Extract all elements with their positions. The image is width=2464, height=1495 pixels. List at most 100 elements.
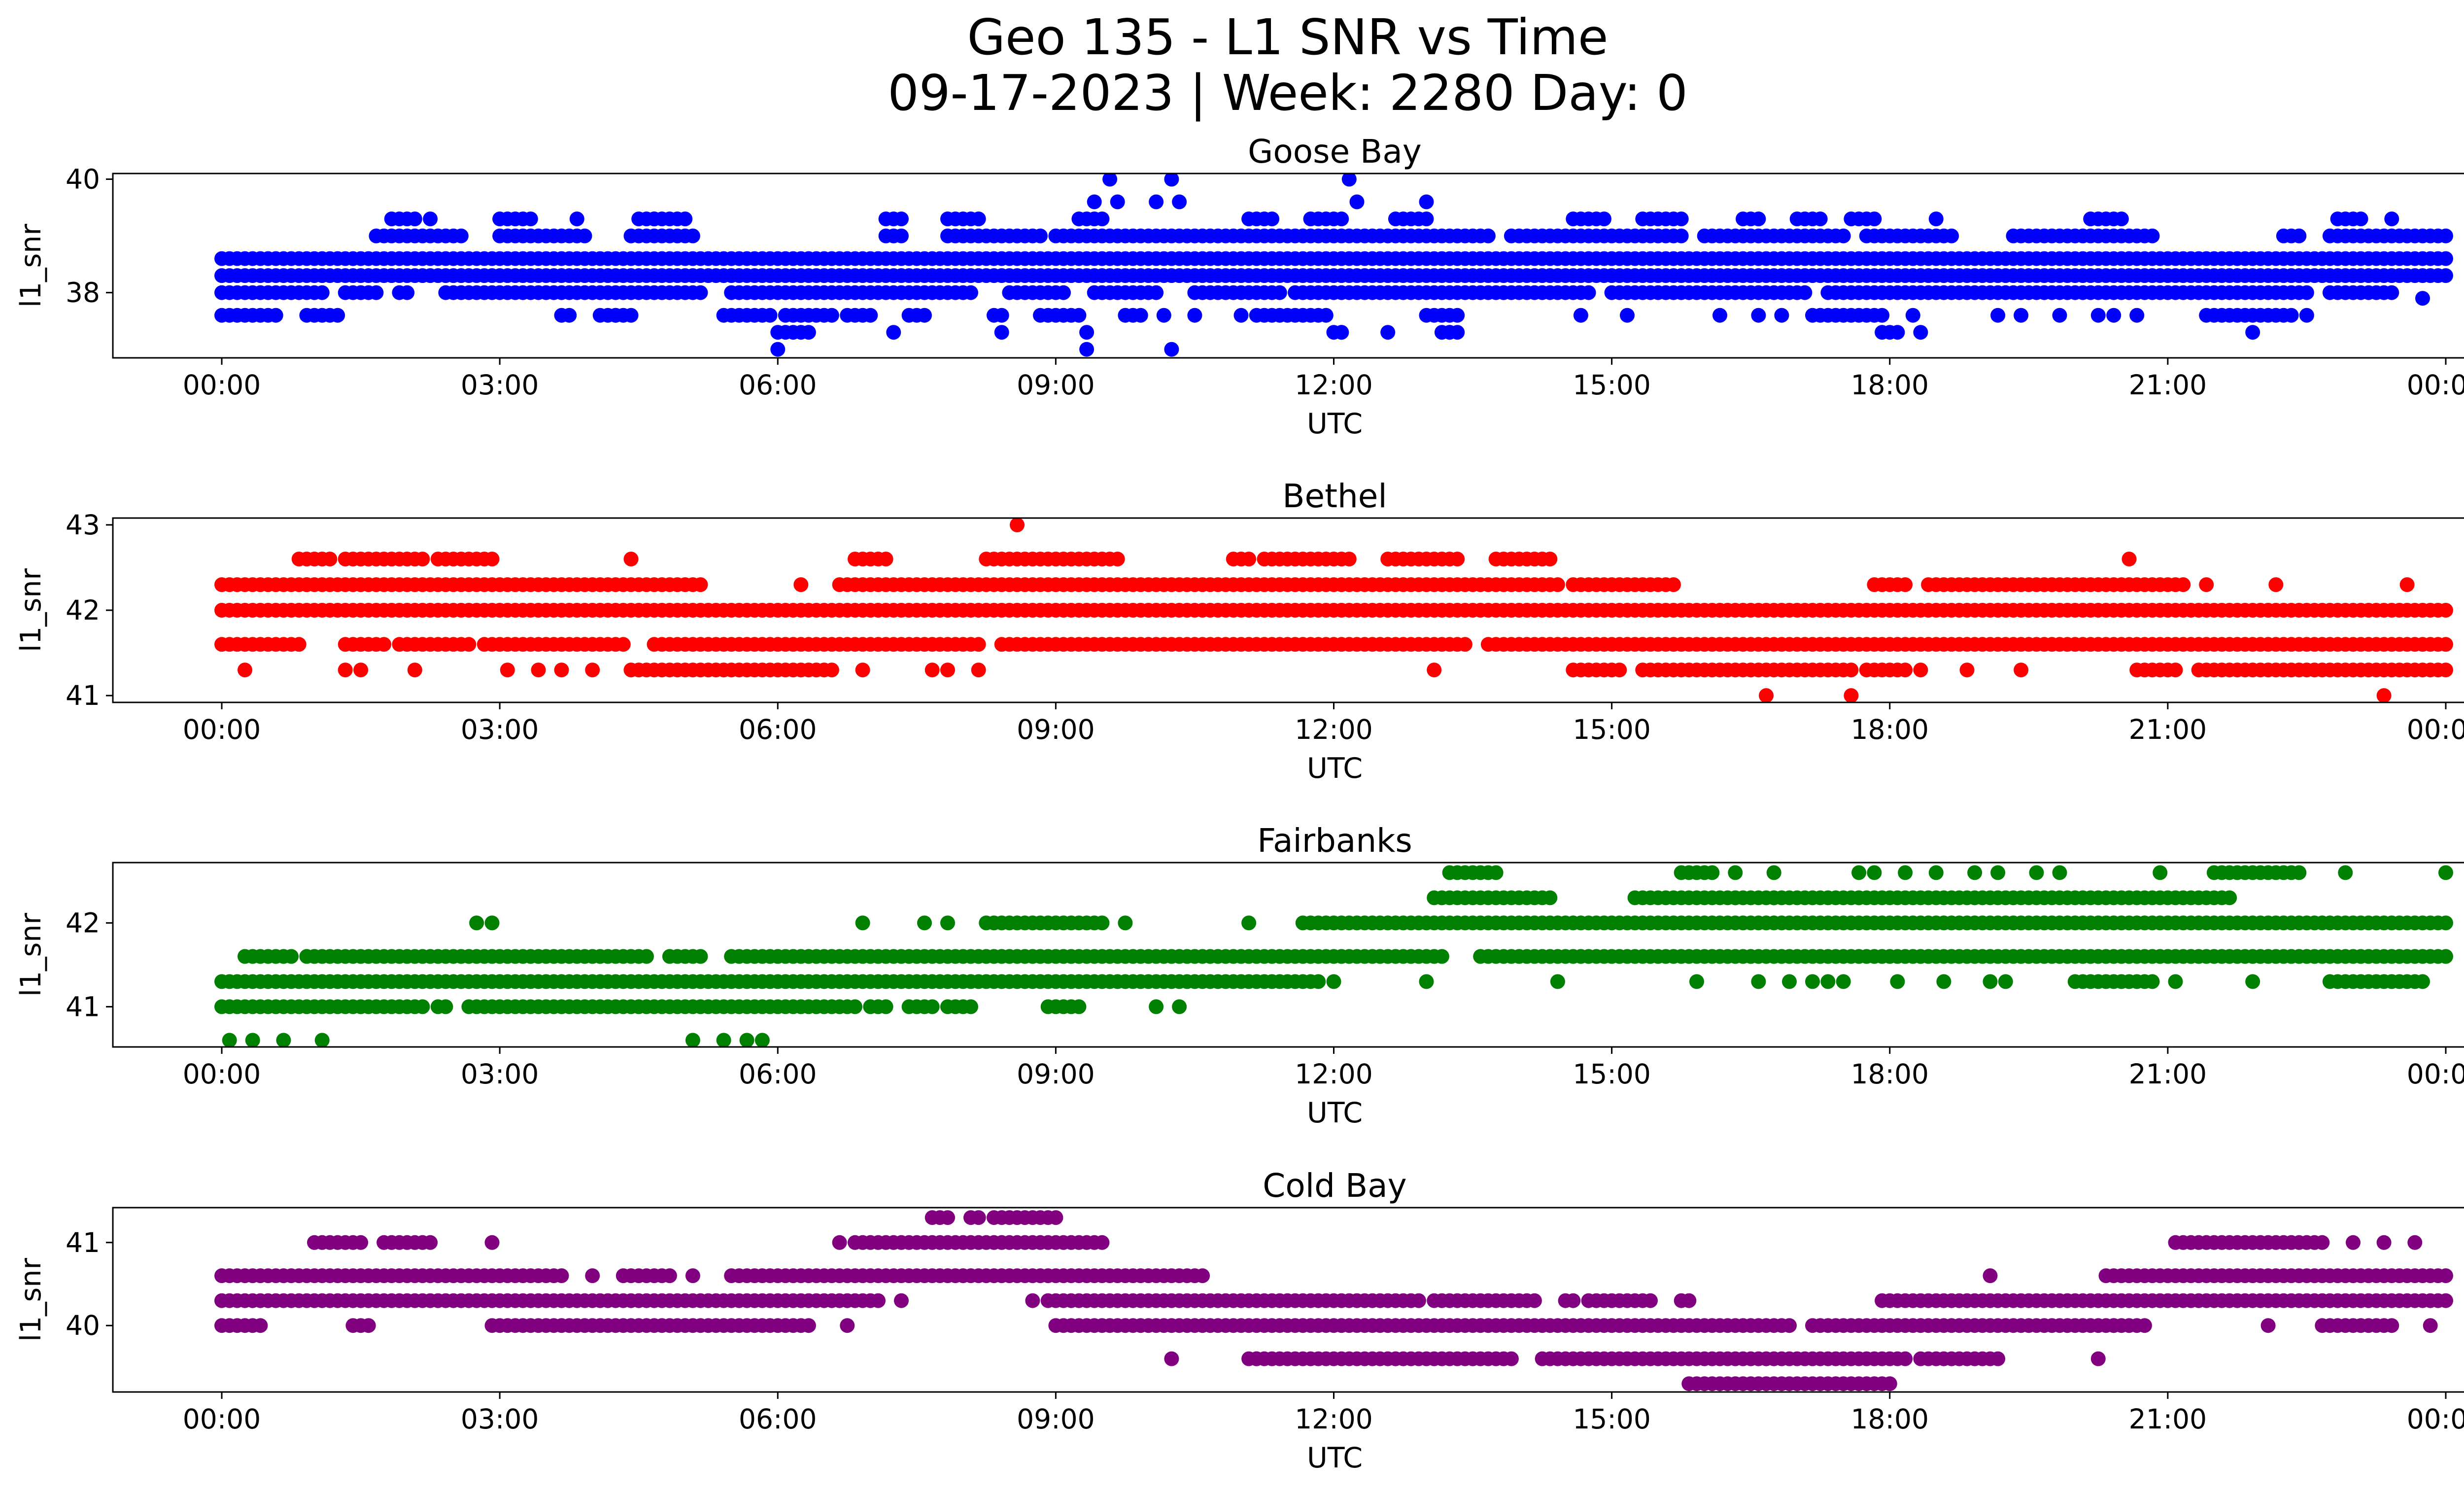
x-tick-label: 21:00 <box>2129 1403 2207 1435</box>
x-tick-label: 06:00 <box>739 1058 817 1090</box>
y-tick-label: 43 <box>66 509 100 541</box>
data-point <box>1241 915 1257 931</box>
data-point <box>1133 308 1148 323</box>
data-point <box>1774 308 1789 323</box>
data-point <box>2014 308 2029 323</box>
data-point <box>245 1033 260 1047</box>
data-point <box>1705 865 1720 880</box>
data-point <box>1898 662 1913 678</box>
data-point <box>762 308 778 323</box>
data-point <box>238 662 252 678</box>
data-point <box>361 1318 376 1333</box>
data-point <box>801 1318 816 1333</box>
data-point <box>2292 865 2307 880</box>
data-point <box>2423 1318 2438 1333</box>
x-tick-label: 09:00 <box>1017 1058 1095 1090</box>
data-point <box>2384 285 2399 300</box>
data-point <box>1434 949 1449 964</box>
data-point <box>1149 999 1164 1014</box>
data-point <box>1913 325 1928 340</box>
scatter-series <box>214 865 2453 1047</box>
data-point <box>685 1033 700 1047</box>
data-point <box>1882 1376 1897 1391</box>
data-point <box>2315 1235 2330 1250</box>
data-point <box>1419 194 1434 209</box>
data-point <box>894 228 909 243</box>
data-point <box>1071 999 1087 1014</box>
data-point <box>1480 228 1496 243</box>
data-point <box>1890 974 1905 989</box>
data-point <box>1110 552 1125 567</box>
x-axis-label: UTC <box>1307 1097 1363 1129</box>
data-point <box>1380 325 1396 340</box>
data-point <box>1967 865 1983 880</box>
data-point <box>1334 325 1349 340</box>
data-point <box>1959 662 1975 678</box>
data-point <box>623 308 639 323</box>
data-point <box>878 552 893 567</box>
data-point <box>2438 1268 2453 1284</box>
y-tick-label: 41 <box>66 991 100 1022</box>
data-point <box>554 662 569 678</box>
data-point <box>1905 308 1920 323</box>
data-point <box>1087 194 1102 209</box>
data-point <box>1983 1268 1998 1284</box>
data-point <box>1759 688 1774 702</box>
data-point <box>2245 325 2260 340</box>
x-tick-label: 15:00 <box>1573 714 1651 745</box>
data-point <box>1071 308 1087 323</box>
data-point <box>693 285 708 300</box>
data-point <box>1867 865 1882 880</box>
data-point <box>330 308 345 323</box>
data-point <box>2129 308 2145 323</box>
data-point <box>2176 577 2191 592</box>
data-point <box>268 308 283 323</box>
data-point <box>1597 211 1611 227</box>
data-point <box>2292 228 2307 243</box>
data-point <box>2052 865 2067 880</box>
scatter-series <box>214 1210 2453 1391</box>
data-point <box>1766 865 1781 880</box>
data-point <box>276 1033 291 1047</box>
data-point <box>1172 194 1187 209</box>
data-point <box>1349 194 1365 209</box>
data-point <box>2376 1235 2392 1250</box>
data-point <box>2014 662 2029 678</box>
data-point <box>2299 285 2314 300</box>
x-tick-label: 00:00 <box>183 369 261 401</box>
data-point <box>1033 228 1048 243</box>
data-point <box>407 211 422 227</box>
data-point <box>2114 211 2129 227</box>
subplot-bethel: Bethel 00:00 03:00 06:00 09:00 12:00 15:00 18:0… <box>15 477 2464 785</box>
y-tick-label: 38 <box>66 277 100 309</box>
x-tick-label: 03:00 <box>461 1403 539 1435</box>
data-point <box>1341 552 1357 567</box>
data-point <box>577 228 592 243</box>
x-tick-label: 00:00 <box>183 1058 261 1090</box>
data-point <box>1118 308 1133 323</box>
data-point <box>2438 228 2453 243</box>
data-point <box>1936 974 1951 989</box>
data-point <box>1419 211 1434 227</box>
data-point <box>832 1235 847 1250</box>
data-point <box>2106 1318 2122 1333</box>
scatter-series <box>214 518 2453 702</box>
data-point <box>1890 325 1905 340</box>
data-point <box>1010 518 1025 532</box>
data-point <box>1928 865 1944 880</box>
data-point <box>1164 342 1179 357</box>
data-point <box>1118 915 1133 931</box>
data-point <box>1550 577 1565 592</box>
data-point <box>2052 308 2067 323</box>
data-point <box>2145 974 2160 989</box>
y-tick-label: 42 <box>66 594 100 626</box>
data-point <box>963 285 978 300</box>
data-point <box>1836 974 1851 989</box>
data-point <box>2260 1318 2276 1333</box>
data-point <box>1782 1318 1797 1333</box>
data-point <box>924 662 940 678</box>
data-point <box>2145 228 2160 243</box>
data-point <box>1025 1293 1040 1308</box>
data-point <box>1689 974 1704 989</box>
data-point <box>1643 1293 1658 1308</box>
